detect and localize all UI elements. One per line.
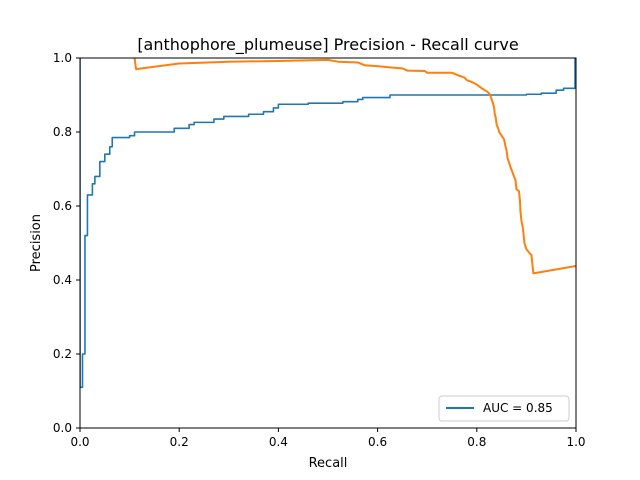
x-tick-label: 0.2: [170, 435, 189, 449]
chart-title: [anthophore_plumeuse] Precision - Recall…: [137, 35, 518, 55]
y-tick-label: 0.0: [53, 421, 72, 435]
x-tick-label: 0.6: [368, 435, 387, 449]
y-tick-label: 0.2: [53, 347, 72, 361]
y-tick-label: 1.0: [53, 51, 72, 65]
x-axis-label: Recall: [309, 456, 348, 471]
legend: AUC = 0.85: [438, 395, 570, 422]
plot-area: [79, 57, 577, 429]
x-tick-label: 1.0: [566, 435, 585, 449]
y-axis-label: Precision: [29, 214, 44, 272]
legend-label-auc: AUC = 0.85: [483, 401, 553, 415]
legend-box: [438, 395, 570, 422]
y-axis-ticks: 0.0 0.2 0.4 0.6 0.8 1.0: [53, 51, 80, 435]
x-axis-ticks: 0.0 0.2 0.4 0.6 0.8 1.0: [70, 428, 586, 449]
series-layer: [80, 58, 576, 389]
x-tick-label: 0.4: [269, 435, 288, 449]
x-tick-label: 0.8: [467, 435, 486, 449]
x-tick-label: 0.0: [70, 435, 89, 449]
y-tick-label: 0.6: [53, 199, 72, 213]
y-tick-label: 0.4: [53, 273, 72, 287]
axes-frame: [79, 57, 577, 429]
y-tick-label: 0.8: [53, 125, 72, 139]
series-line-orange: [133, 58, 576, 275]
series-line-auc: [80, 58, 576, 389]
